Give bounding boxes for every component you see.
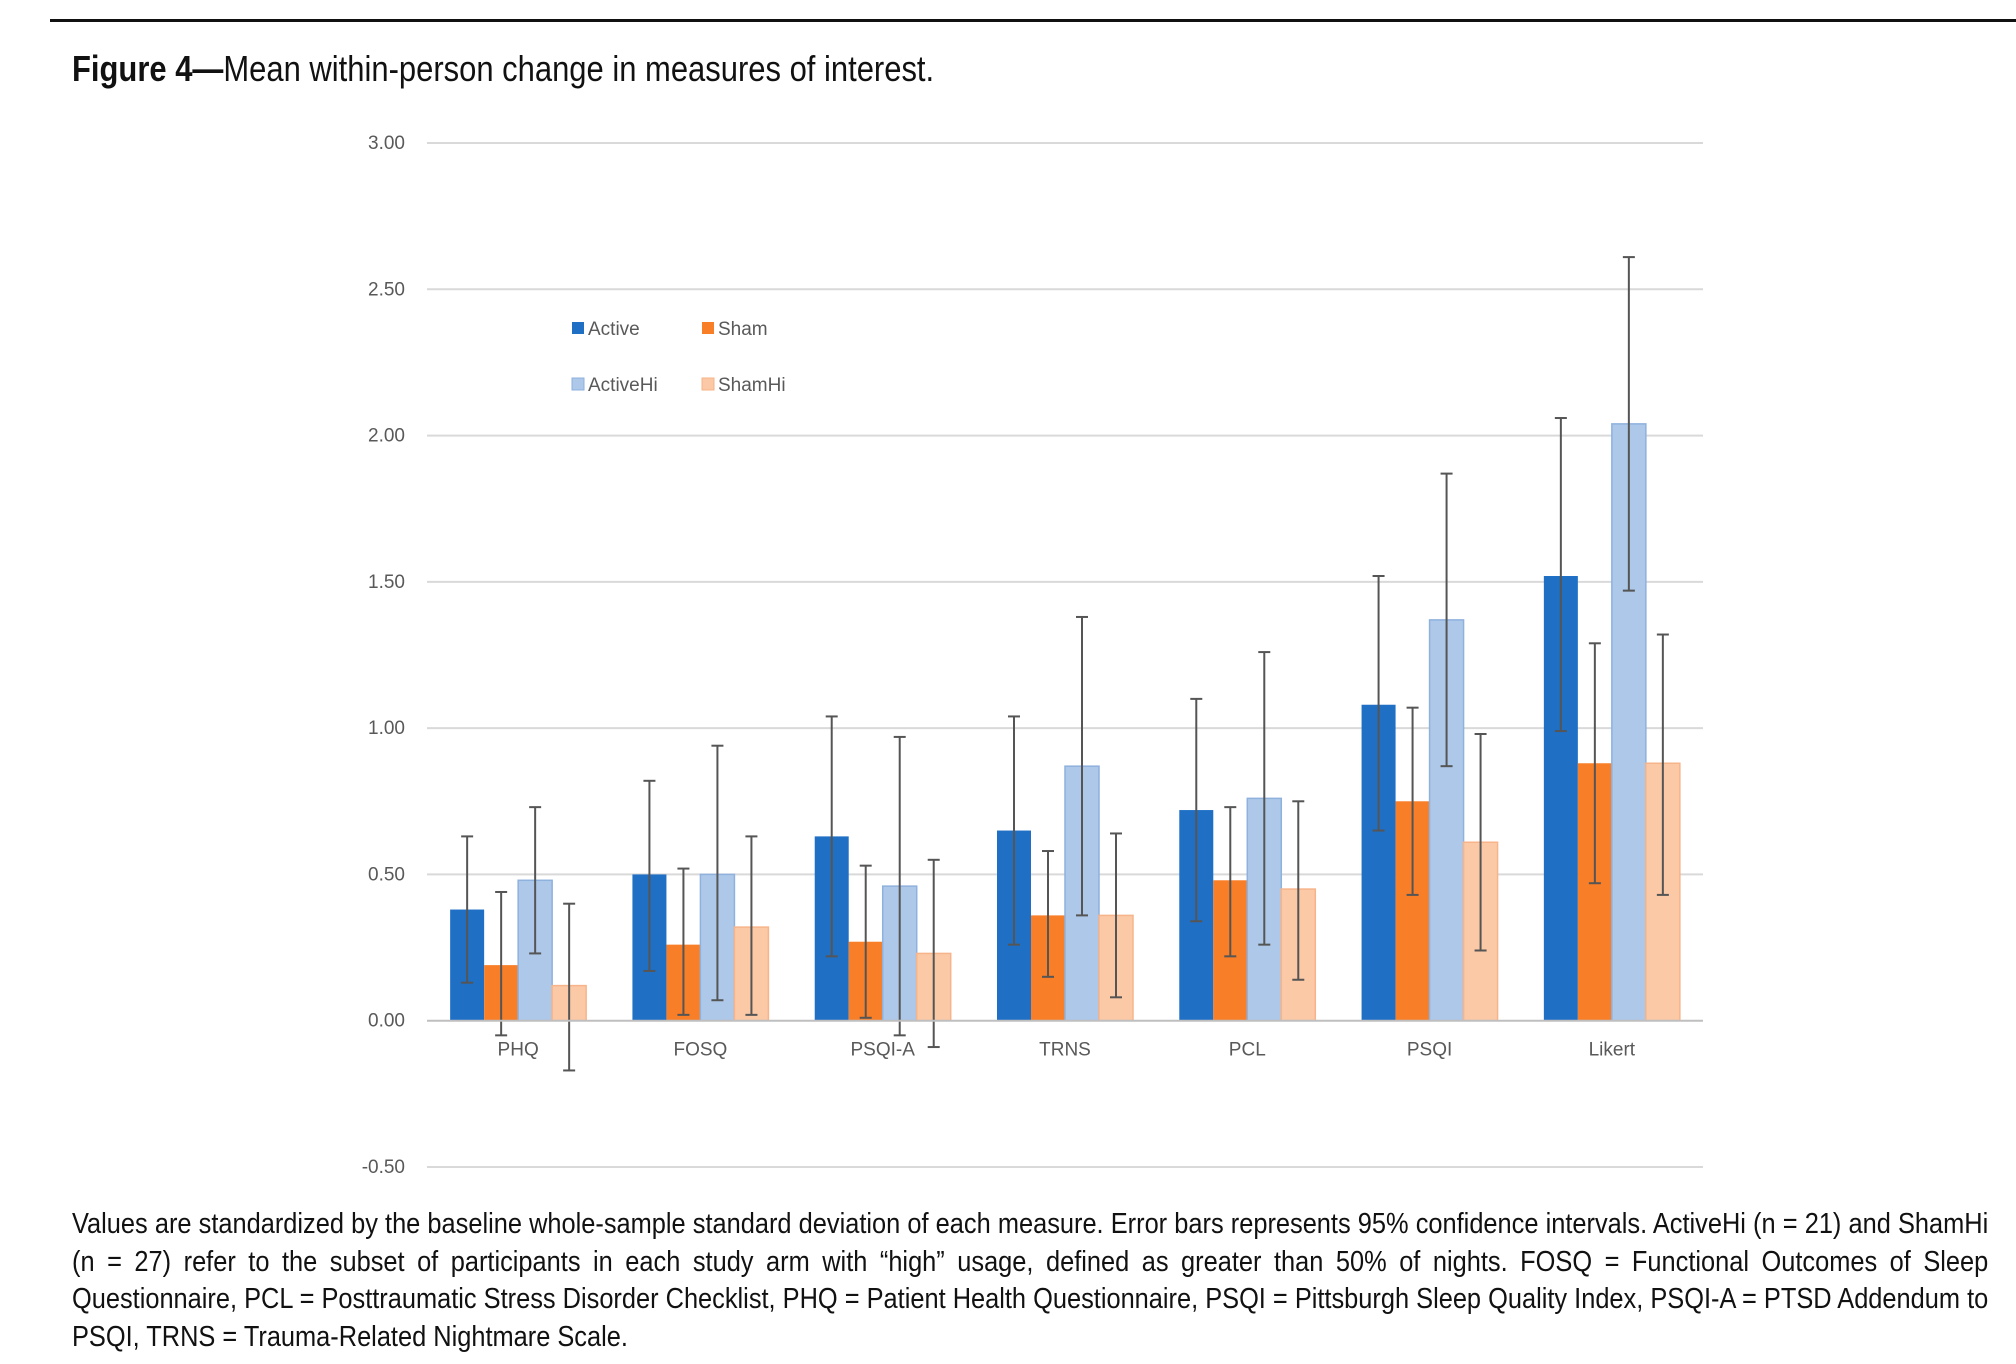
legend-swatch-sham xyxy=(702,322,714,334)
top-rule xyxy=(50,19,2016,22)
y-tick-label: 1.00 xyxy=(368,718,405,739)
figure-title-text: Mean within-person change in measures of… xyxy=(223,48,935,89)
y-tick-label: 1.50 xyxy=(368,572,405,593)
x-tick-label: PSQI-A xyxy=(851,1040,916,1061)
y-tick-label: 2.00 xyxy=(368,426,405,447)
y-tick-label: 3.00 xyxy=(368,133,405,154)
figure-title: Figure 4—Mean within-person change in me… xyxy=(72,48,934,90)
legend-label-shamhi: ShamHi xyxy=(718,375,786,396)
y-tick-label: -0.50 xyxy=(362,1157,405,1178)
legend-label-activehi: ActiveHi xyxy=(588,375,658,396)
y-tick-label: 0.00 xyxy=(368,1011,405,1032)
legend-swatch-shamhi xyxy=(701,377,715,391)
x-tick-label: FOSQ xyxy=(674,1040,728,1061)
y-tick-label: 2.50 xyxy=(368,279,405,300)
y-tick-label: 0.50 xyxy=(368,864,405,885)
legend-swatch-activehi xyxy=(571,377,585,391)
legend-label-active: Active xyxy=(588,319,640,340)
legend-label-sham: Sham xyxy=(718,319,768,340)
x-tick-label: Likert xyxy=(1589,1040,1636,1061)
figure-caption: Values are standardized by the baseline … xyxy=(72,1208,1989,1353)
x-tick-label: TRNS xyxy=(1039,1040,1091,1061)
x-tick-label: PHQ xyxy=(498,1040,539,1061)
x-tick-label: PCL xyxy=(1229,1040,1266,1061)
figure-label: Figure 4— xyxy=(72,48,224,89)
x-tick-label: PSQI xyxy=(1407,1040,1452,1061)
legend-swatch-active xyxy=(572,322,584,334)
